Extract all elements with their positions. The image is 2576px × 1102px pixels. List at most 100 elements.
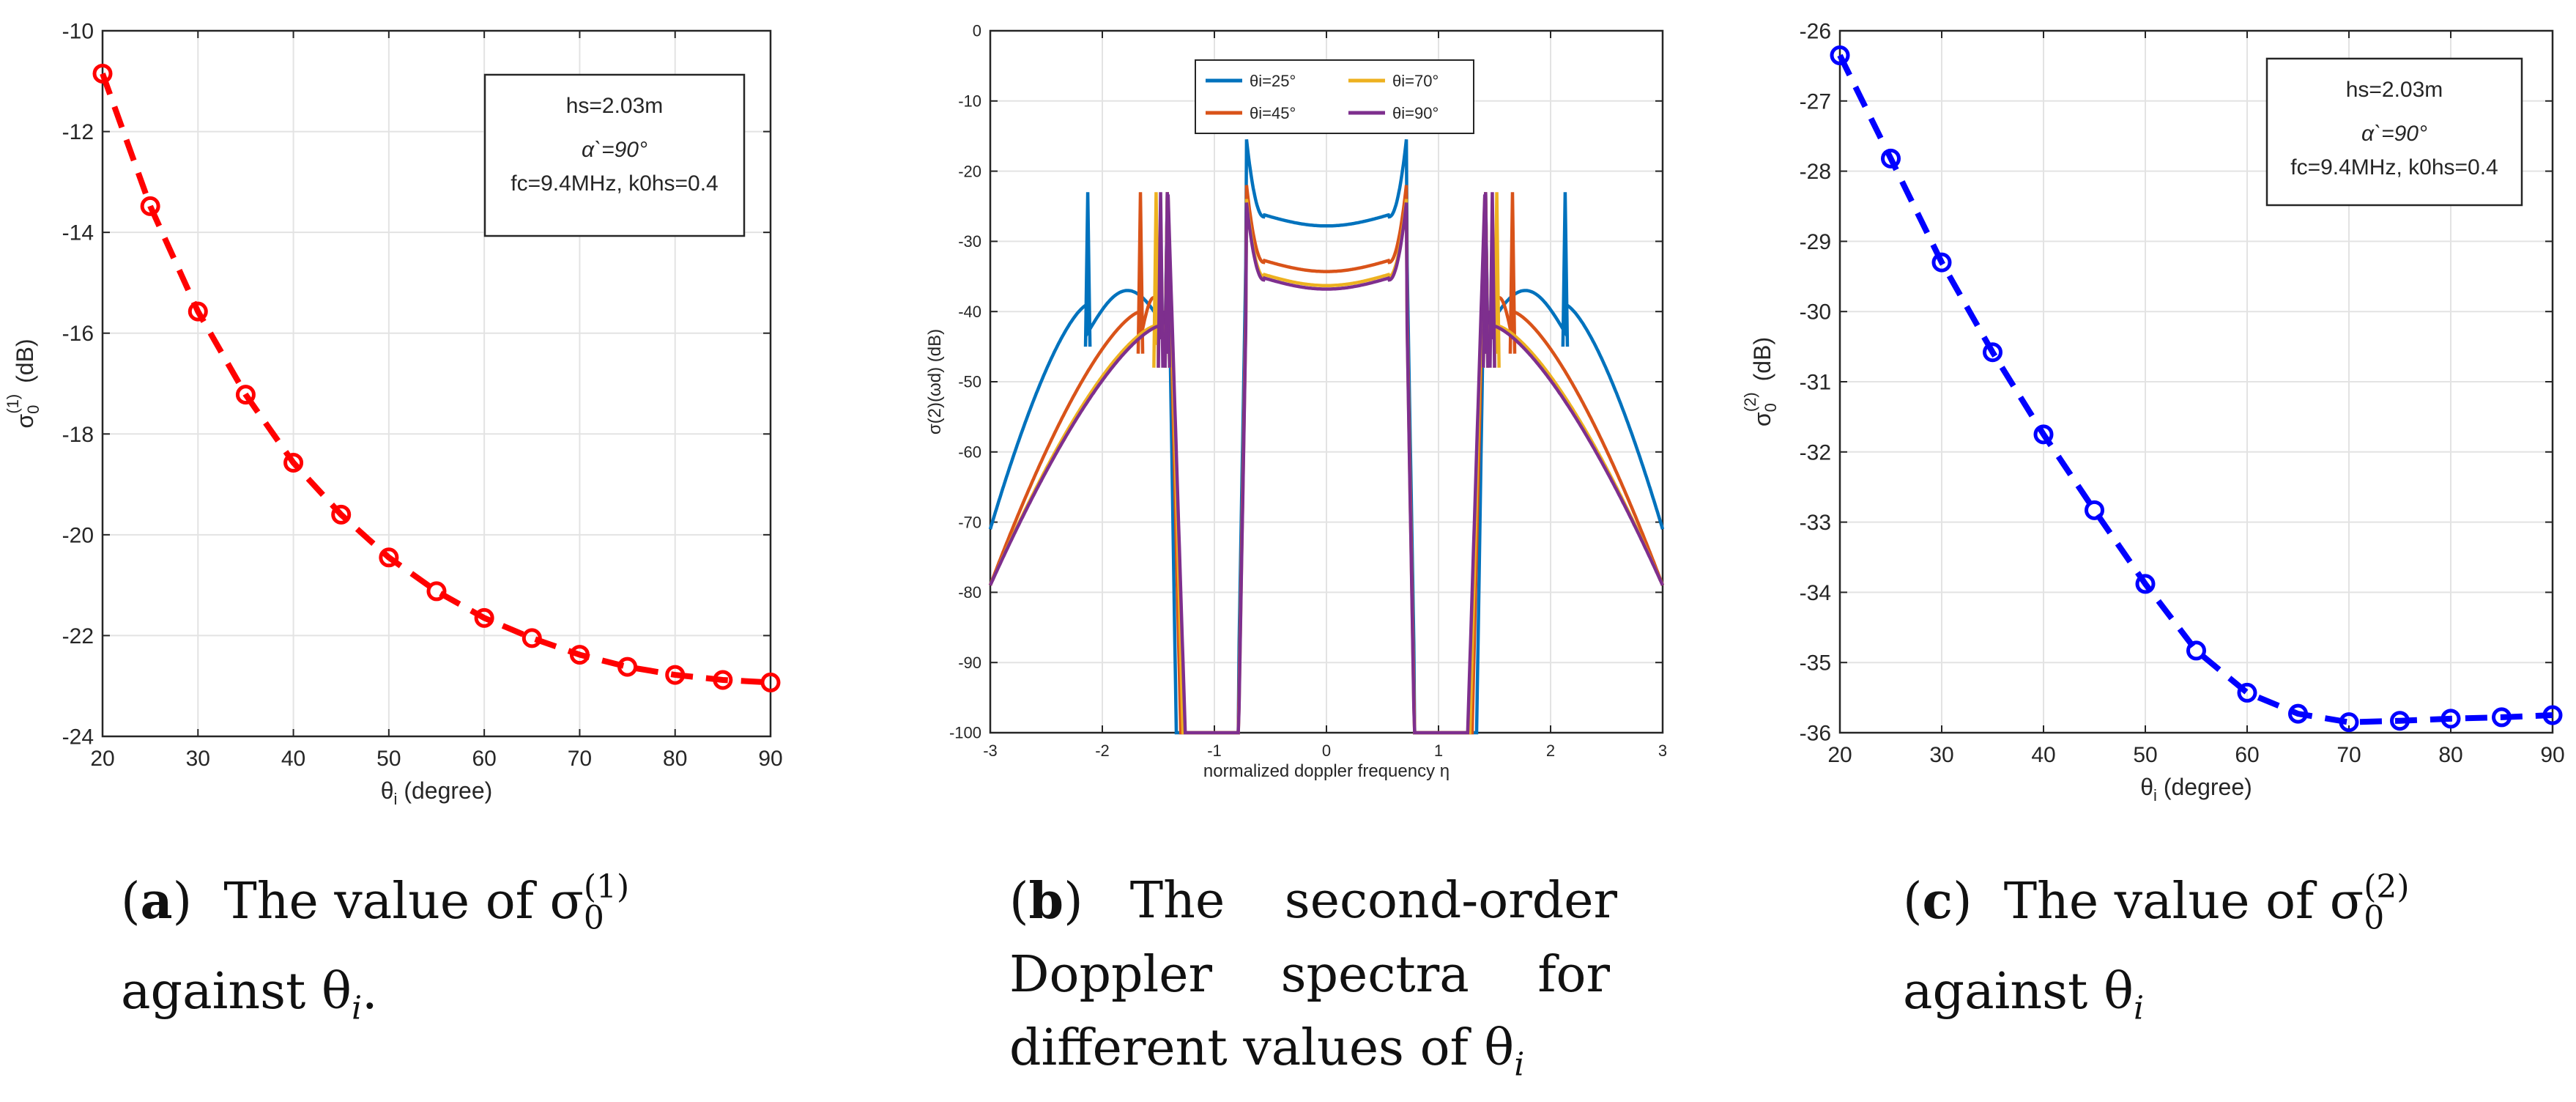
panel-c-xtick-label: 40 (2031, 743, 2055, 767)
panel-a-chart: 20 30 40 50 60 70 80 90 -24 -22 -20 -18 -16 -14 -12 -10… (4, 20, 783, 809)
panel-b-series-3 (988, 194, 1665, 735)
panel-a-ytick-label: -24 (62, 725, 94, 750)
panel-a-xtick-label: 80 (663, 747, 687, 771)
caption-c-sub: 0 (2364, 899, 2385, 937)
panel-b-ytick-label: -80 (958, 583, 981, 602)
panel-b-ytick-label: -10 (958, 92, 981, 111)
panel-a-data-point (474, 607, 494, 628)
panel-b-ylabel: σ(2)(ωd) (dB) (925, 329, 945, 434)
panel-a-data-point (331, 504, 352, 525)
panel-a-ylabel: σ0(1) (dB) (4, 339, 42, 428)
panel-b-xtick-label: 0 (1322, 742, 1331, 760)
panel-c-data-point (1881, 148, 1901, 169)
panel-b-xtick-label: -3 (983, 742, 998, 760)
panel-c-ytick-label: -30 (1800, 300, 1831, 325)
panel-c-xtick-label: 80 (2438, 743, 2462, 767)
panel-b-ytick-label: -60 (958, 443, 981, 462)
panel-a-data-point (713, 670, 733, 690)
panel-c-ytick-label: -34 (1800, 581, 1831, 605)
caption-a: (a) The value of σ0 (1) against θi. (121, 865, 743, 1045)
panel-c-ytick-label: -36 (1800, 722, 1831, 746)
panel-a-data-point (92, 63, 113, 84)
panel-b-series-3-peak (1481, 192, 1490, 368)
panel-c-ytick-label: -31 (1800, 371, 1831, 395)
caption-c-var-sub: i (2133, 989, 2145, 1027)
panel-a-data-point (617, 657, 638, 677)
panel-c-chart: 20 30 40 50 60 70 80 90 -36 -35 -34 -33 -32 -31 -30 -29… (1741, 20, 2565, 805)
panel-a-xtick-label: 60 (472, 747, 496, 771)
caption-b: (b) The second-order Doppler spectra for … (1009, 865, 1617, 1102)
caption-c: (c) The value of σ0 (2) against θi (1903, 865, 2525, 1045)
panel-a-xtick-label: 40 (281, 747, 305, 771)
panel-a-ytick-label: -10 (62, 20, 94, 44)
caption-b-line3: different values of θ (1009, 1019, 1515, 1077)
panel-a-ytick-label: -16 (62, 322, 94, 346)
panel-b-ytick-label: -100 (949, 724, 981, 742)
panel-a-ytick-label: -12 (62, 120, 94, 144)
caption-a-sub: 0 (583, 899, 604, 937)
panel-b-series-1-peak (1136, 192, 1145, 354)
panel-b-xtick-label: -2 (1095, 742, 1110, 760)
caption-a-sup: (1) (583, 868, 630, 906)
panel-b-series-3-peak (1157, 192, 1165, 368)
panel-b-xtick-label: 1 (1434, 742, 1443, 760)
caption-a-tag: a (140, 872, 173, 931)
panel-a-ytick-label: -20 (62, 523, 94, 547)
panel-b-series-3-peak (1163, 192, 1172, 368)
panel-a-data-point (188, 301, 208, 322)
panel-c-data-point (1830, 45, 1850, 66)
panel-c-xtick-label: 50 (2133, 743, 2157, 767)
panel-c-annotation-line1: hs=2.03m (2346, 78, 2443, 102)
panel-a-ytick-label: -22 (62, 624, 94, 648)
panel-a-ytick-label: -18 (62, 423, 94, 447)
panel-c-data-point (1931, 252, 1952, 273)
panel-c-ytick-label: -33 (1800, 511, 1831, 535)
panel-b-xlabel: normalized doppler frequency η (1203, 761, 1450, 781)
panel-a-xtick-label: 50 (376, 747, 401, 771)
panel-b-legend-box (1195, 59, 1474, 134)
panel-b-series-1-peak (1508, 192, 1517, 354)
panel-b-series-2 (988, 198, 1665, 735)
panel-c-ytick-label: -35 (1800, 651, 1831, 676)
panel-b-ytick-label: -70 (958, 513, 981, 531)
panel-c-annotation-line3: fc=9.4MHz, k0hs=0.4 (2290, 155, 2498, 180)
panel-b-ytick-label: -40 (958, 303, 981, 321)
caption-b-line1: The second-order (1129, 872, 1617, 930)
panel-c-data-point (2135, 574, 2156, 594)
panel-c-data-point (1983, 342, 2002, 363)
panel-a-data-point (521, 628, 542, 648)
panel-c-data-point (2440, 709, 2461, 729)
panel-a-xtick-label: 20 (90, 747, 114, 771)
panel-b-xtick-label: 3 (1658, 742, 1667, 760)
panel-c-data-point (2339, 712, 2359, 733)
panel-b-legend-label-3: θi=90° (1392, 104, 1439, 122)
panel-a-data-point (569, 645, 590, 665)
panel-a-ytick-label: -14 (62, 221, 94, 245)
panel-b-legend-label-1: θi=45° (1250, 104, 1296, 122)
caption-a-line2: against θ (121, 962, 352, 1021)
panel-c-data-point (2492, 707, 2512, 728)
panel-a-data-point (426, 581, 447, 602)
panel-c-data-point (2542, 705, 2563, 725)
panel-b-legend-label-2: θi=70° (1392, 72, 1439, 90)
panel-c-xtick-label: 70 (2336, 743, 2361, 767)
panel-c-xtick-label: 90 (2540, 743, 2564, 767)
panel-c-ylabel: σ0(2) (dB) (1741, 337, 1780, 426)
panel-b-series-3-peak (1488, 192, 1496, 368)
panel-b-ytick-label: -20 (958, 162, 981, 180)
panel-c-ytick-label: -26 (1800, 20, 1831, 44)
panel-a-xtick-label: 30 (186, 747, 210, 771)
panel-c-xtick-label: 60 (2235, 743, 2259, 767)
panel-b-ytick-label: -30 (958, 232, 981, 251)
panel-c-ytick-label: -28 (1800, 160, 1831, 184)
panel-a-annotation-line2: α`=90° (582, 138, 647, 162)
caption-a-line1: The value of σ (223, 873, 584, 931)
panel-b-ytick-label: -90 (958, 654, 981, 672)
panel-a-annotation-line3: fc=9.4MHz, k0hs=0.4 (511, 171, 718, 196)
panel-a-axes-box (101, 29, 772, 738)
panel-b-xtick-label: 2 (1546, 742, 1555, 760)
caption-c-line1: The value of σ (2003, 873, 2364, 931)
panel-a-annotation-box (483, 73, 746, 237)
panel-a-data-point (665, 665, 686, 685)
